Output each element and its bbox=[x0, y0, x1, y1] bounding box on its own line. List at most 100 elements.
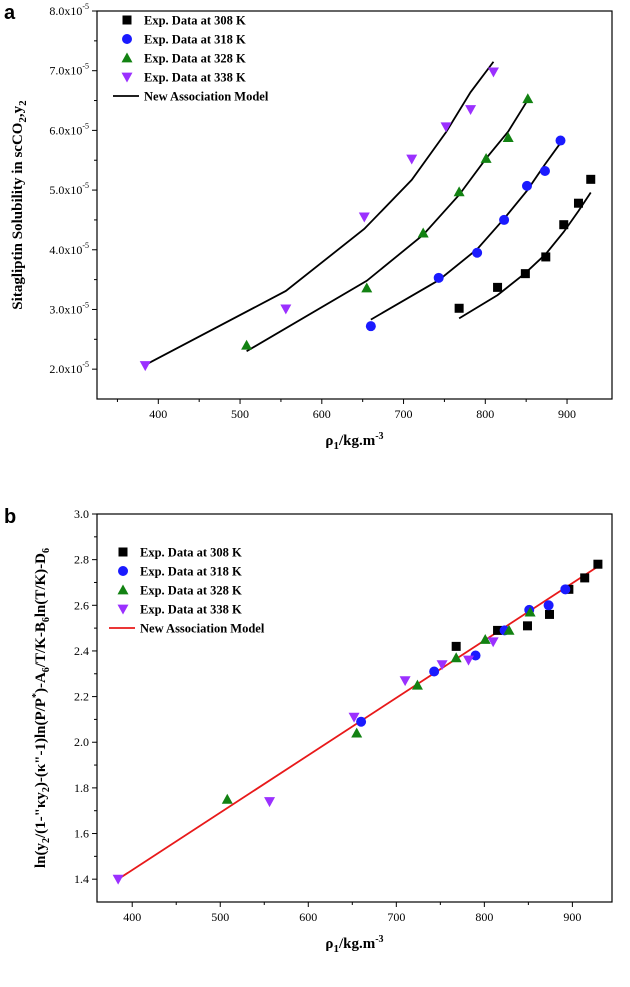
y-label-part: /T/K-B bbox=[33, 622, 49, 668]
x-label-part: ρ bbox=[325, 936, 333, 952]
x-axis-label: ρ1/kg.m-3 bbox=[325, 431, 383, 452]
x-tick-label: 400 bbox=[149, 407, 167, 421]
legend-label: New Association Model bbox=[144, 90, 269, 104]
y-tick-label: 5.0x10-5 bbox=[49, 181, 89, 197]
legend-label: Exp. Data at 308 K bbox=[140, 546, 242, 560]
data-point bbox=[544, 609, 554, 619]
legend-marker bbox=[121, 72, 133, 83]
y-tick-label: 3.0x10-5 bbox=[49, 300, 89, 316]
data-point bbox=[454, 303, 464, 313]
data-point bbox=[453, 186, 465, 197]
y-label-part: ,y bbox=[10, 105, 26, 117]
series-triangle-down bbox=[112, 637, 499, 885]
y-tick-base: 8.0x10 bbox=[49, 4, 82, 18]
x-tick-label: 800 bbox=[475, 910, 493, 924]
legend: Exp. Data at 308 K Exp. Data at 318 K Exp.… bbox=[113, 14, 269, 104]
y-tick-base: 4.0x10 bbox=[49, 243, 82, 257]
legend-label: Exp. Data at 338 K bbox=[140, 603, 242, 617]
legend-marker bbox=[117, 584, 129, 595]
data-point bbox=[560, 584, 571, 595]
data-point bbox=[139, 361, 151, 372]
panel-label: b bbox=[4, 506, 16, 528]
y-tick-label: 1.4 bbox=[74, 872, 89, 886]
y-label-part: )-A bbox=[33, 672, 49, 693]
x-tick-label: 400 bbox=[123, 910, 141, 924]
data-point bbox=[543, 600, 554, 611]
series-square bbox=[454, 174, 596, 313]
legend-marker bbox=[122, 34, 132, 44]
x-label-part: /kg.m bbox=[338, 936, 376, 952]
y-label-part: )-(κ"-1)ln(P/P bbox=[33, 698, 49, 787]
chart-panel-b: b 400 500 600 700 800 900 1.4 1.6 1.8 2.0 2.2 2.4 2.6… bbox=[4, 506, 613, 955]
x-tick-label: 600 bbox=[313, 407, 331, 421]
data-point bbox=[436, 660, 448, 671]
data-point bbox=[520, 269, 530, 279]
y-label-part: Sitagliptin Solubility in scCO bbox=[10, 123, 26, 310]
data-point bbox=[470, 650, 481, 661]
y-tick-label: 2.4 bbox=[74, 644, 89, 658]
data-point bbox=[479, 634, 491, 644]
legend-label: Exp. Data at 318 K bbox=[144, 33, 246, 47]
model-line bbox=[370, 142, 562, 321]
x-label-sub: 1 bbox=[333, 440, 339, 452]
data-point bbox=[280, 304, 292, 315]
legend-marker bbox=[122, 15, 132, 25]
data-point bbox=[112, 874, 124, 885]
series-triangle-up bbox=[241, 93, 534, 350]
data-point bbox=[555, 135, 566, 146]
data-point bbox=[502, 132, 514, 142]
y-label-part: 6 bbox=[41, 548, 52, 553]
data-point bbox=[580, 573, 590, 583]
data-point bbox=[429, 666, 440, 677]
y-tick-base: 7.0x10 bbox=[49, 64, 82, 78]
y-tick-label: 1.6 bbox=[74, 827, 89, 841]
data-point bbox=[541, 252, 551, 262]
data-point bbox=[480, 152, 492, 163]
legend-marker bbox=[121, 52, 133, 63]
data-point bbox=[221, 793, 233, 804]
data-point bbox=[417, 227, 429, 238]
legend-marker bbox=[117, 604, 129, 615]
data-point bbox=[351, 727, 363, 738]
panel-label: a bbox=[4, 2, 16, 24]
y-tick-label: 7.0x10-5 bbox=[49, 62, 89, 78]
y-tick-label: 2.2 bbox=[74, 690, 89, 704]
x-tick-label: 800 bbox=[476, 407, 494, 421]
y-tick-label: 1.8 bbox=[74, 781, 89, 795]
y-tick-exponent: -5 bbox=[82, 300, 89, 309]
y-tick-label: 6.0x10-5 bbox=[49, 121, 89, 137]
data-point bbox=[450, 652, 462, 663]
data-point bbox=[524, 606, 536, 617]
y-tick-exponent: -5 bbox=[82, 62, 89, 71]
y-tick-label: 8.0x10-5 bbox=[49, 2, 89, 18]
data-point bbox=[521, 180, 532, 191]
data-point bbox=[487, 67, 499, 78]
data-point bbox=[593, 559, 603, 569]
data-point bbox=[503, 624, 515, 635]
legend: Exp. Data at 308 K Exp. Data at 318 K Exp.… bbox=[109, 546, 265, 636]
legend-label: Exp. Data at 308 K bbox=[144, 14, 246, 28]
data-point bbox=[451, 641, 461, 651]
data-point bbox=[463, 655, 475, 666]
y-label-sub: 2 bbox=[17, 117, 29, 123]
y-tick-label: 2.8 bbox=[74, 553, 89, 567]
y-label-part: 6 bbox=[41, 617, 52, 622]
data-point bbox=[399, 676, 411, 687]
x-tick-label: 500 bbox=[231, 407, 249, 421]
y-axis-label: Sitagliptin Solubility in scCO2,y2 bbox=[10, 100, 29, 310]
legend-label: Exp. Data at 328 K bbox=[140, 584, 242, 598]
data-point bbox=[440, 122, 452, 133]
x-label-sup: -3 bbox=[375, 934, 383, 945]
data-point bbox=[348, 712, 360, 723]
legend-marker bbox=[118, 547, 128, 557]
x-tick-label: 500 bbox=[211, 910, 229, 924]
y-tick-base: 2.0x10 bbox=[49, 362, 82, 376]
x-label-part: ρ bbox=[325, 433, 333, 449]
y-tick-exponent: -5 bbox=[82, 241, 89, 250]
y-tick-label: 4.0x10-5 bbox=[49, 241, 89, 257]
y-tick-base: 5.0x10 bbox=[49, 183, 82, 197]
legend-label: New Association Model bbox=[140, 622, 265, 636]
data-point bbox=[487, 637, 499, 648]
y-tick-base: 6.0x10 bbox=[49, 123, 82, 137]
